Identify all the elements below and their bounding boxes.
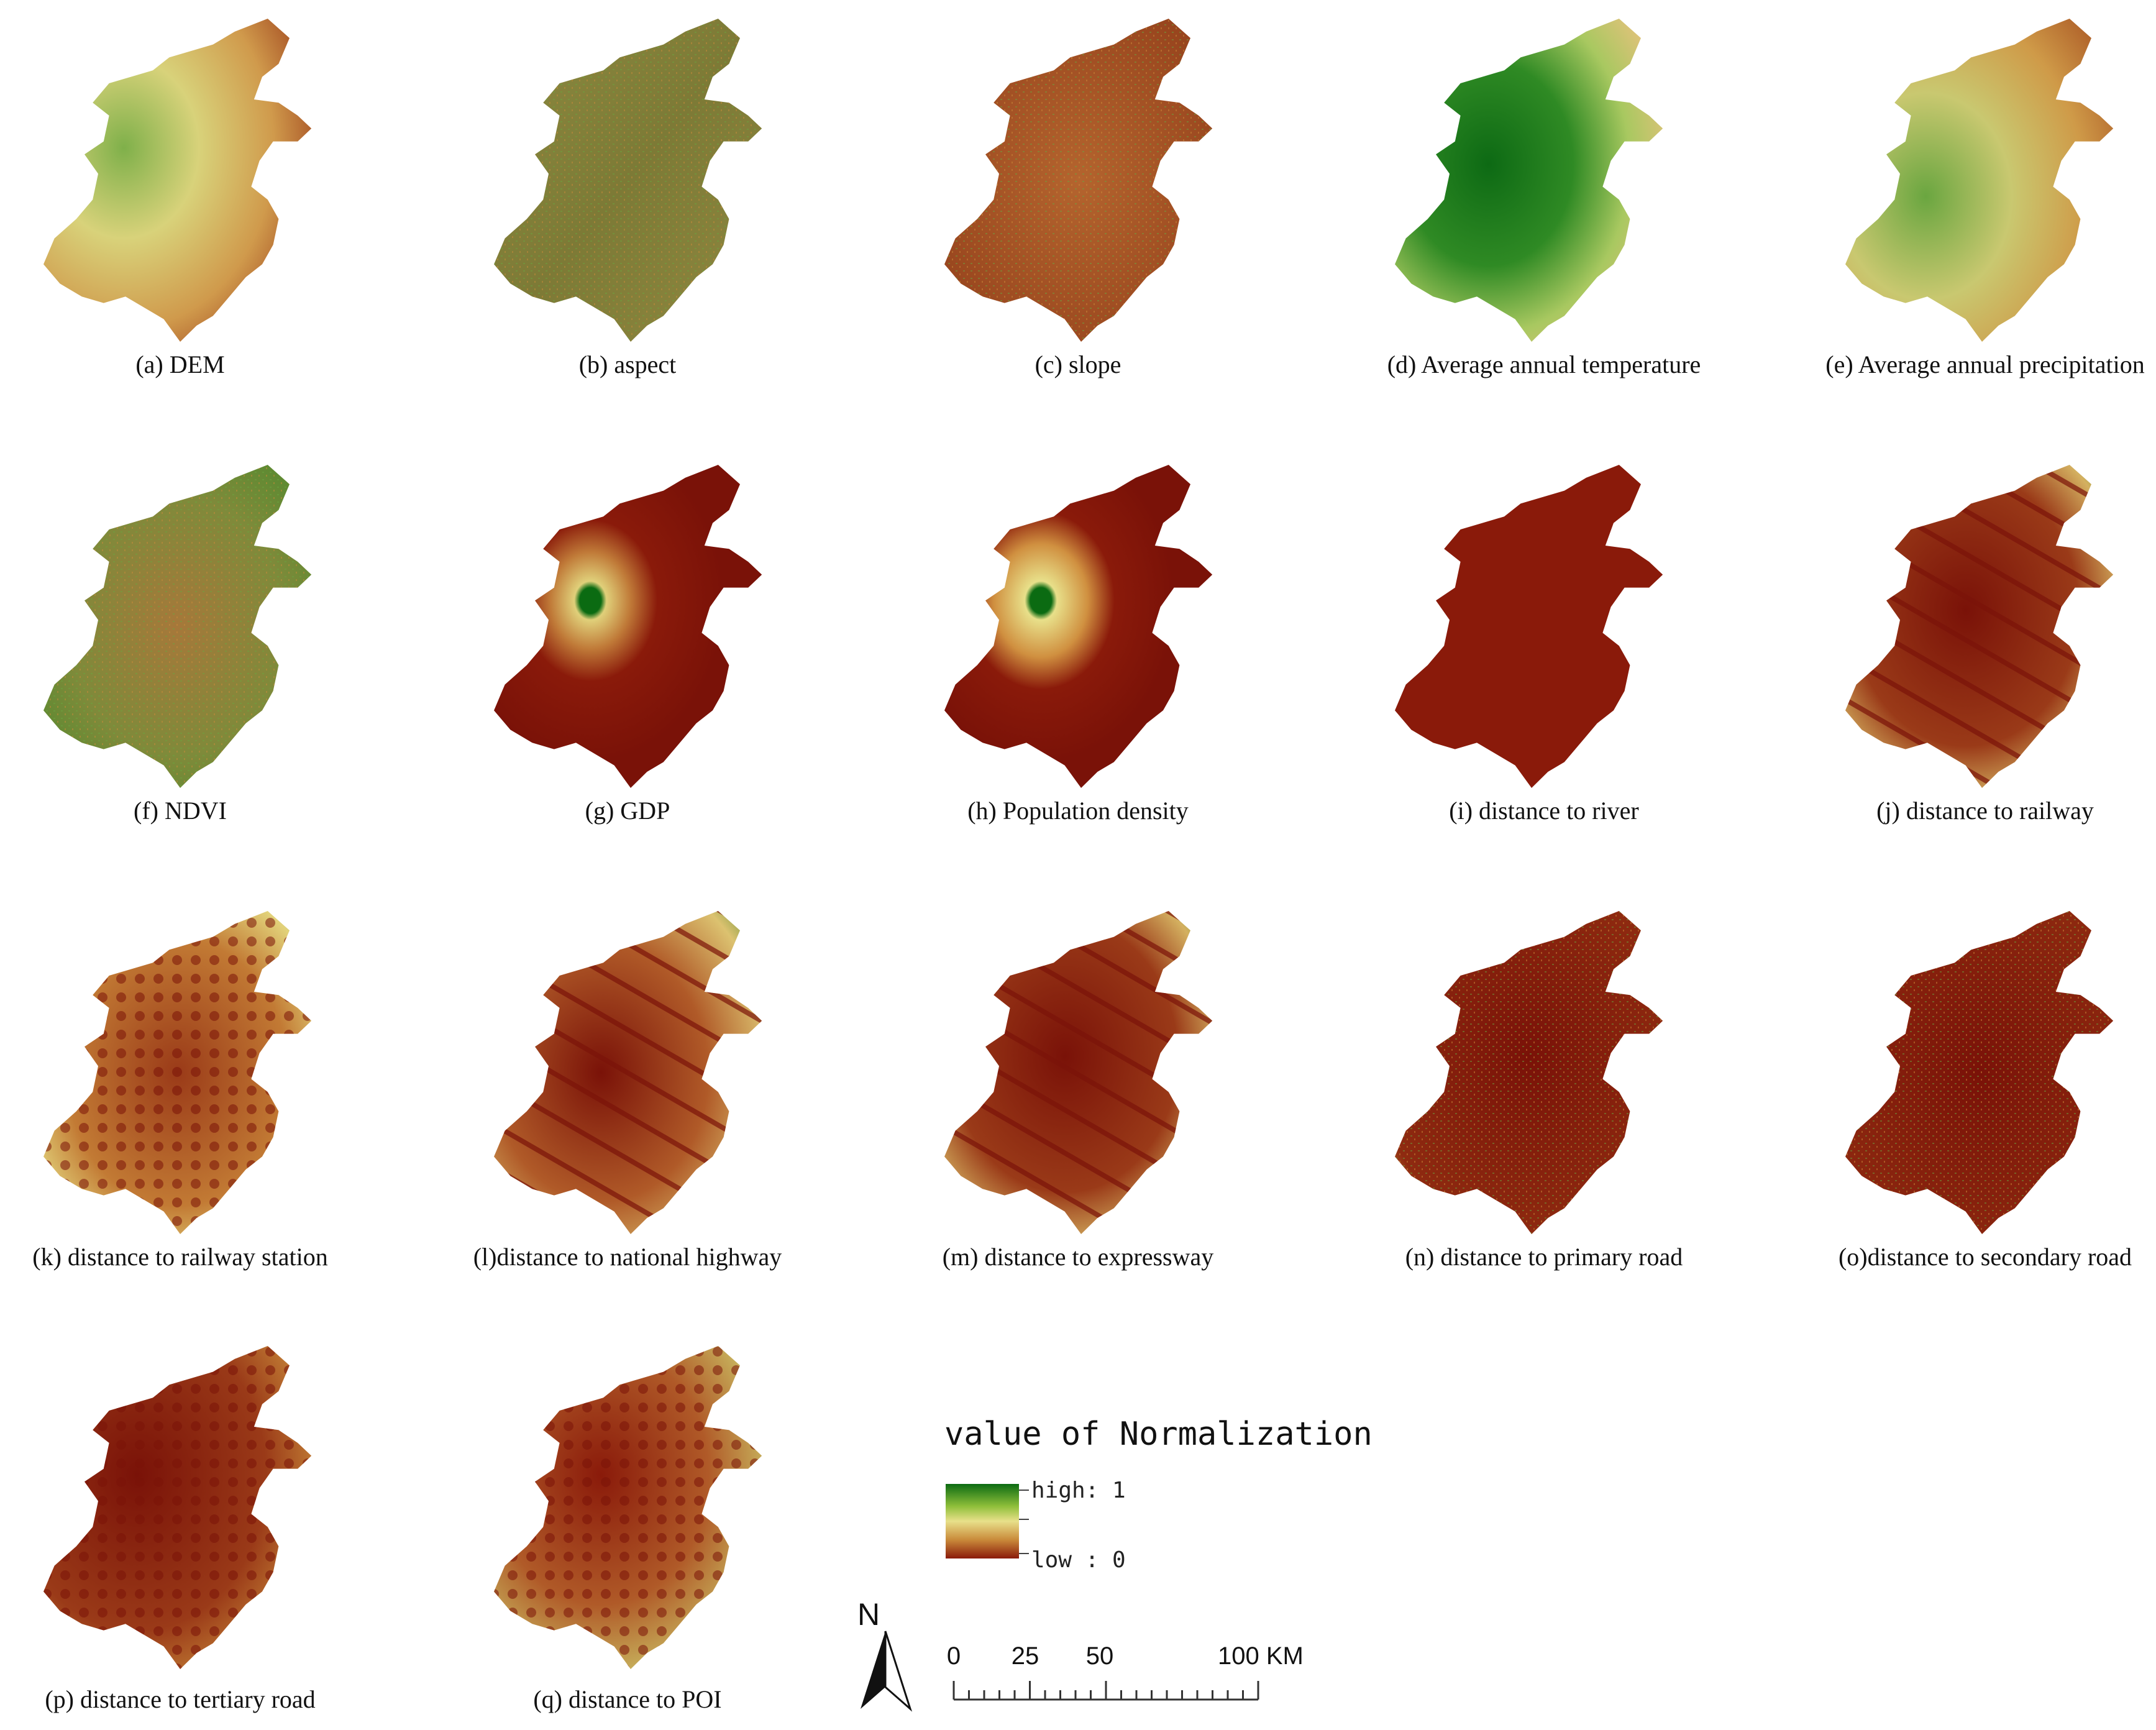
- panel-caption: (k) distance to railway station: [32, 1243, 327, 1271]
- map-panel-8: (h) Population density: [944, 465, 1213, 825]
- map-texture-overlay: [43, 911, 312, 1234]
- map-panel-17: (q) distance to POI: [494, 1346, 762, 1713]
- map-region-shape: [944, 465, 1213, 788]
- panel-caption: (l)distance to national highway: [473, 1243, 782, 1271]
- map-region-shape: [1845, 19, 2114, 342]
- map-panel-14: (n) distance to primary road: [1395, 911, 1683, 1271]
- scale-label-50: 50: [1086, 1642, 1114, 1670]
- map-region-shape: [1395, 465, 1663, 788]
- map-region-shape: [1395, 19, 1663, 342]
- map-panels: (a) DEM (b) aspect (c) slope (d) Average an…: [32, 19, 2145, 1713]
- panel-caption: (i) distance to river: [1449, 797, 1638, 825]
- map-texture-overlay: [494, 19, 762, 342]
- map-panel-15: (o)distance to secondary road: [1839, 911, 2132, 1271]
- panel-caption: (a) DEM: [135, 350, 224, 378]
- map-texture-overlay: [944, 911, 1213, 1234]
- map-texture-overlay: [944, 19, 1213, 342]
- legend-color-ramp: [946, 1484, 1019, 1558]
- map-texture-overlay: [43, 1346, 312, 1669]
- scale-label-100: 100 KM: [1218, 1642, 1304, 1670]
- panel-caption: (c) slope: [1035, 350, 1121, 378]
- panel-caption: (h) Population density: [967, 797, 1189, 825]
- legend-high-label: high: 1: [1031, 1478, 1126, 1503]
- panel-caption: (q) distance to POI: [533, 1685, 721, 1713]
- map-texture-overlay: [1395, 911, 1663, 1234]
- map-panel-4: (d) Average annual temperature: [1387, 19, 1701, 378]
- map-panel-3: (c) slope: [944, 19, 1213, 378]
- panel-caption: (g) GDP: [585, 797, 670, 825]
- map-panel-2: (b) aspect: [494, 19, 762, 378]
- north-arrow-right-half: [884, 1631, 913, 1712]
- scale-minor-ticks: [952, 1681, 1259, 1700]
- map-panel-16: (p) distance to tertiary road: [43, 1346, 316, 1713]
- legend-title: value of Normalization: [944, 1416, 1373, 1453]
- panel-caption: (b) aspect: [579, 350, 677, 378]
- map-panel-6: (f) NDVI: [43, 465, 312, 825]
- north-arrow-left-half: [861, 1631, 885, 1709]
- panel-caption: (o)distance to secondary road: [1839, 1243, 2132, 1271]
- north-label: N: [857, 1597, 880, 1632]
- legend-low-label: low : 0: [1031, 1547, 1126, 1573]
- map-panel-5: (e) Average annual precipitation: [1825, 19, 2145, 378]
- map-texture-overlay: [43, 465, 312, 788]
- panel-caption: (e) Average annual precipitation: [1825, 350, 2144, 378]
- panel-caption: (p) distance to tertiary road: [45, 1685, 315, 1713]
- legend: value of Normalization high: 1 low : 0: [944, 1416, 1373, 1573]
- panel-caption: (m) distance to expressway: [943, 1243, 1214, 1271]
- scale-label-0: 0: [947, 1642, 961, 1670]
- panel-caption: (d) Average annual temperature: [1387, 350, 1701, 378]
- scale-bar: 0 25 50 100 KM: [947, 1642, 1304, 1701]
- scale-label-25: 25: [1012, 1642, 1039, 1670]
- map-panel-7: (g) GDP: [494, 465, 762, 825]
- map-texture-overlay: [1845, 911, 2114, 1234]
- map-texture-overlay: [1845, 465, 2114, 788]
- map-panel-10: (j) distance to railway: [1845, 465, 2114, 825]
- panel-caption: (j) distance to railway: [1876, 797, 2094, 825]
- map-texture-overlay: [494, 911, 762, 1234]
- map-texture-overlay: [494, 1346, 762, 1669]
- map-panel-12: (l)distance to national highway: [473, 911, 782, 1271]
- map-panel-9: (i) distance to river: [1395, 465, 1663, 825]
- map-panel-13: (m) distance to expressway: [943, 911, 1214, 1271]
- panel-caption: (f) NDVI: [134, 797, 227, 825]
- panel-caption: (n) distance to primary road: [1405, 1243, 1683, 1271]
- scale-labels: 0 25 50 100 KM: [947, 1642, 1304, 1670]
- map-panel-1: (a) DEM: [43, 19, 312, 378]
- map-region-shape: [494, 465, 762, 788]
- map-panel-11: (k) distance to railway station: [32, 911, 328, 1271]
- north-arrow: N: [857, 1597, 913, 1712]
- map-region-shape: [43, 19, 312, 342]
